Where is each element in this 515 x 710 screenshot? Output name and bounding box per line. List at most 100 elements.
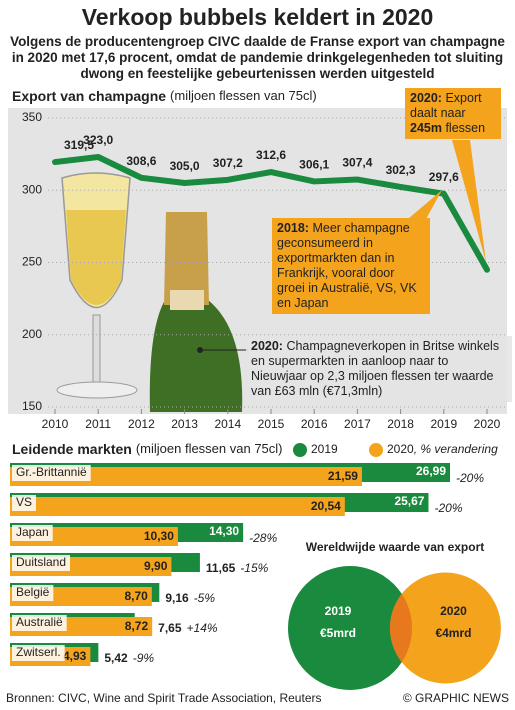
data-label: 306,1: [299, 158, 329, 172]
x-tick-label: 2011: [85, 417, 111, 431]
change-label: -20%: [434, 501, 462, 515]
y-tick-label: 250: [22, 255, 42, 269]
x-tick-label: 2015: [258, 417, 285, 431]
category-label: België: [16, 585, 50, 599]
x-tick-label: 2010: [42, 417, 69, 431]
change-label: -15%: [240, 561, 268, 575]
data-label: 319,5: [64, 138, 94, 152]
change-label: +14%: [187, 621, 218, 635]
x-tick-label: 2012: [128, 417, 155, 431]
category-label: Australië: [16, 615, 63, 629]
category-label: Duitsland: [16, 555, 66, 569]
y-tick-label: 200: [22, 327, 42, 341]
x-tick-label: 2020: [474, 417, 501, 431]
category-label-bg: [12, 555, 71, 571]
annotation-text: Champagneverkopen in Britse winkels en s…: [251, 339, 500, 398]
x-tick-label: 2019: [430, 417, 457, 431]
bubble-year: 2020: [440, 604, 467, 618]
legend-swatch: [293, 443, 307, 457]
x-tick-label: 2013: [171, 417, 198, 431]
category-label-bg: [12, 495, 37, 511]
change-label: -9%: [133, 651, 155, 665]
legend-name: 2020: [387, 442, 414, 456]
bar-value-label: 14,30: [209, 524, 239, 538]
annotation-text: 2018:: [277, 221, 309, 235]
y-tick-label: 150: [22, 399, 42, 413]
section-title-main: Leidende markten: [12, 441, 132, 457]
bubble-value: €5mrd: [320, 626, 356, 640]
data-label: 307,2: [213, 156, 243, 170]
bar-value-label: 21,59: [328, 469, 358, 483]
category-label-bg: [12, 615, 67, 631]
section-title-unit: (miljoen flessen van 75cl): [136, 441, 283, 456]
data-label: 302,3: [386, 163, 416, 177]
bar-value-label: 5,42: [104, 651, 128, 665]
x-tick-label: 2018: [387, 417, 414, 431]
bubble-year: 2019: [325, 604, 352, 618]
line: [52, 154, 490, 273]
section-title-unit: (miljoen flessen van 75cl): [170, 88, 317, 103]
annotation-dot: [197, 347, 203, 353]
footer-credit: © GRAPHIC NEWS: [403, 691, 509, 705]
annotation-text: 245m: [410, 121, 442, 135]
annotation-text: 2020:: [410, 91, 442, 105]
section-title-main: Export van champagne: [12, 88, 166, 104]
legend-name: 2019: [311, 442, 338, 456]
category-label-bg: [12, 585, 54, 601]
bar-value-label: 7,65: [158, 621, 182, 635]
section-title: Wereldwijde waarde van export: [306, 540, 485, 554]
category-label-bg: [12, 525, 53, 541]
category-label: Zwitserl.: [16, 645, 61, 659]
bubble: [288, 566, 412, 690]
y-tick-label: 300: [22, 182, 42, 196]
category-label: Japan: [16, 525, 49, 539]
glass-illustration: [56, 172, 138, 399]
legend-swatch: [369, 443, 383, 457]
bar-value-label: 25,67: [394, 494, 424, 508]
data-label: 323,0: [83, 133, 113, 147]
bar-value-label: 20,54: [311, 499, 341, 513]
annotation-text: 2020:: [251, 339, 283, 353]
subtitle: Volgens de producentengroep CIVC daalde …: [10, 34, 505, 81]
legend-note: , % verandering: [414, 442, 498, 456]
x-tick-label: 2016: [301, 417, 328, 431]
annotation-pointer: [452, 140, 486, 262]
bar-2020: [10, 467, 362, 486]
annotation-text: Export daalt naar: [410, 91, 482, 120]
annotation: 2018: Meer champagne geconsumeerd in exp…: [272, 218, 430, 314]
legend-label: 2020, % verandering: [387, 442, 498, 456]
change-label: -5%: [194, 591, 216, 605]
bar-value-label: 11,65: [206, 561, 236, 575]
bar-value-label: 9,16: [165, 591, 189, 605]
bubble-value: €4mrd: [435, 626, 471, 640]
data-label: 308,6: [126, 154, 156, 168]
category-label: VS: [16, 495, 32, 509]
annotation: 2020: Export daalt naar 245m flessen: [405, 88, 501, 139]
bar-value-label: 4,93: [63, 649, 87, 663]
data-label: 312,6: [256, 148, 286, 162]
section-title: Leidende markten (miljoen flessen van 75c…: [12, 441, 283, 457]
category-label: Gr.-Brittannië: [16, 465, 87, 479]
bar-value-label: 9,90: [144, 559, 168, 573]
annotation-text: flessen: [441, 121, 486, 135]
bar-value-label: 10,30: [144, 529, 174, 543]
footer-source: Bronnen: CIVC, Wine and Spirit Trade Ass…: [6, 691, 322, 705]
category-label-bg: [12, 465, 91, 481]
change-label: -28%: [249, 531, 277, 545]
section-title: Export van champagne (miljoen flessen van…: [12, 88, 317, 104]
data-label: 307,4: [342, 156, 372, 170]
legend-label: 2019: [311, 442, 338, 456]
change-label: -20%: [456, 471, 484, 485]
bar-2020: [10, 497, 345, 516]
x-tick-label: 2017: [344, 417, 371, 431]
bar-value-label: 8,72: [125, 619, 149, 633]
bar-value-label: 26,99: [416, 464, 446, 478]
bubble: [390, 572, 501, 684]
title: Verkoop bubbels keldert in 2020: [81, 4, 434, 30]
category-label-bg: [12, 645, 65, 661]
data-label: 305,0: [170, 159, 200, 173]
y-tick-label: 350: [22, 110, 42, 124]
data-label: 297,6: [429, 170, 459, 184]
